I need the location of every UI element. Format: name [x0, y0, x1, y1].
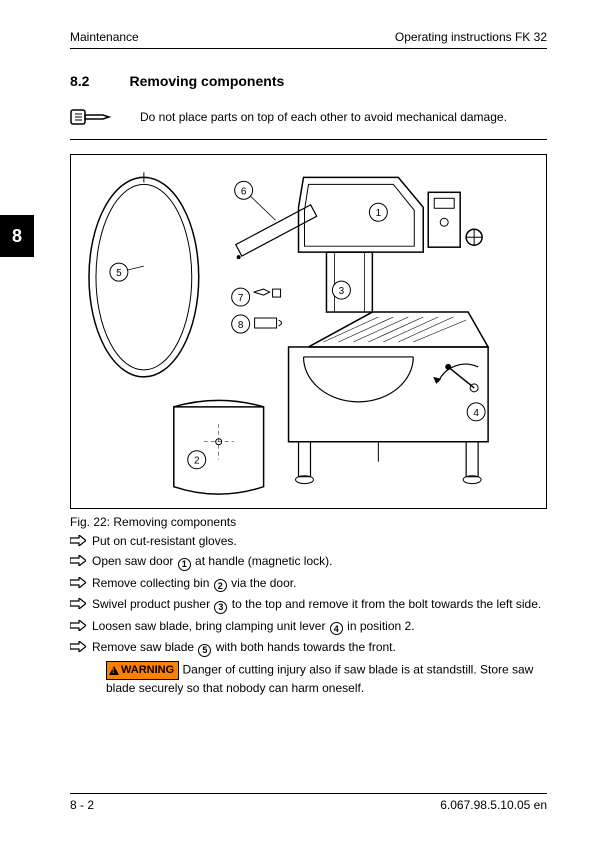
header-left: Maintenance [70, 30, 139, 44]
step-fragment: with both hands towards the front. [212, 640, 395, 654]
arrow-bullet-icon [70, 641, 86, 652]
step-fragment: Open saw door [92, 554, 177, 568]
svg-text:2: 2 [194, 455, 200, 466]
section-heading: 8.2 Removing components [70, 73, 547, 89]
warning-label: WARNING [121, 663, 174, 678]
callout-ref-3: 3 [214, 601, 227, 614]
step-text: Open saw door 1 at handle (magnetic lock… [92, 553, 332, 571]
warning-badge: WARNING [106, 661, 179, 680]
section-title-text: Removing components [129, 73, 284, 89]
callout-ref-1: 1 [178, 558, 191, 571]
note-text: Do not place parts on top of each other … [140, 110, 507, 124]
step-text: Remove saw blade 5 with both hands towar… [92, 639, 396, 657]
step-item: Open saw door 1 at handle (magnetic lock… [70, 553, 547, 571]
arrow-bullet-icon [70, 598, 86, 609]
step-text: Remove collecting bin 2 via the door. [92, 575, 296, 593]
callout-ref-2: 2 [214, 579, 227, 592]
figure-diagram: 5 2 1 3 [70, 154, 547, 509]
svg-text:5: 5 [116, 268, 122, 279]
step-fragment: at handle (magnetic lock). [192, 554, 333, 568]
svg-text:6: 6 [241, 186, 247, 197]
callout-ref-5: 5 [198, 644, 211, 657]
svg-text:1: 1 [376, 208, 382, 219]
svg-text:4: 4 [473, 407, 479, 418]
step-item: Remove collecting bin 2 via the door. [70, 575, 547, 593]
step-item: Remove saw blade 5 with both hands towar… [70, 639, 547, 657]
arrow-bullet-icon [70, 555, 86, 566]
header-right: Operating instructions FK 32 [395, 30, 547, 44]
step-fragment: via the door. [228, 576, 297, 590]
pointing-hand-icon [70, 105, 112, 129]
page-footer: 8 - 2 6.067.98.5.10.05 en [70, 793, 547, 812]
step-text: Put on cut-resistant gloves. [92, 533, 237, 549]
footer-left: 8 - 2 [70, 798, 94, 812]
step-item: Put on cut-resistant gloves. [70, 533, 547, 549]
step-fragment: Remove saw blade [92, 640, 197, 654]
svg-text:3: 3 [339, 286, 345, 297]
step-item: Loosen saw blade, bring clamping unit le… [70, 618, 547, 636]
step-fragment: to the top and remove it from the bolt t… [228, 597, 541, 611]
step-fragment: Loosen saw blade, bring clamping unit le… [92, 619, 329, 633]
step-item: Swivel product pusher 3 to the top and r… [70, 596, 547, 614]
section-number: 8.2 [70, 73, 89, 89]
svg-text:7: 7 [238, 293, 244, 304]
note-callout: Do not place parts on top of each other … [70, 105, 547, 140]
arrow-bullet-icon [70, 577, 86, 588]
svg-text:8: 8 [238, 320, 244, 331]
page-header: Maintenance Operating instructions FK 32 [70, 30, 547, 49]
step-fragment: in position 2. [344, 619, 415, 633]
step-fragment: Remove collecting bin [92, 576, 213, 590]
step-text: Swivel product pusher 3 to the top and r… [92, 596, 541, 614]
warning-note: WARNING Danger of cutting injury also if… [106, 661, 547, 696]
step-fragment: Swivel product pusher [92, 597, 213, 611]
callout-ref-4: 4 [330, 622, 343, 635]
step-text: Loosen saw blade, bring clamping unit le… [92, 618, 415, 636]
removing-components-diagram-icon: 5 2 1 3 [79, 162, 538, 502]
footer-right: 6.067.98.5.10.05 en [440, 798, 547, 812]
figure-caption: Fig. 22: Removing components [70, 515, 547, 529]
arrow-bullet-icon [70, 535, 86, 546]
arrow-bullet-icon [70, 620, 86, 631]
step-list: Put on cut-resistant gloves. Open saw do… [70, 533, 547, 657]
warning-triangle-icon [109, 666, 119, 675]
